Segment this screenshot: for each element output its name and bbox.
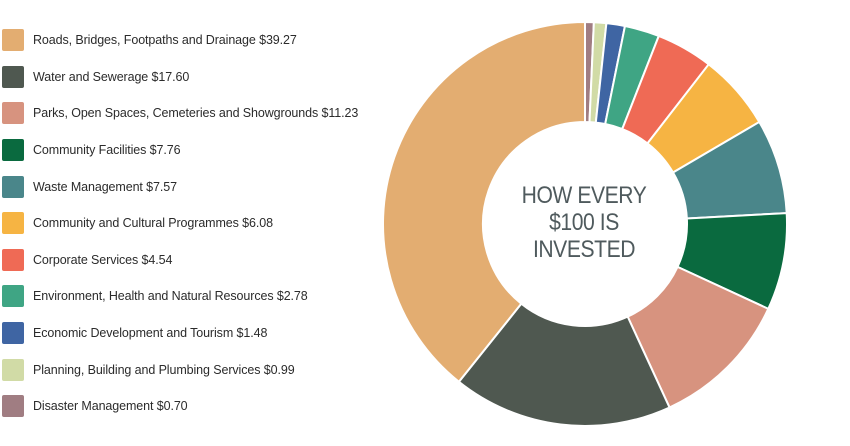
donut-slice	[457, 302, 671, 427]
center-title-line: HOW EVERY	[521, 182, 647, 209]
legend-label: Waste Management $7.57	[33, 179, 177, 194]
legend-swatch	[2, 212, 24, 235]
legend-swatch	[2, 139, 24, 162]
legend-label: Corporate Services $4.54	[33, 252, 173, 267]
legend-label: Disaster Management $0.70	[33, 399, 188, 414]
legend-item: Planning, Building and Plumbing Services…	[2, 351, 358, 388]
legend-swatch	[2, 29, 24, 52]
center-title-line: INVESTED	[532, 236, 636, 263]
legend-label: Water and Sewerage $17.60	[33, 69, 190, 84]
legend-item: Economic Development and Tourism $1.48	[2, 315, 358, 352]
donut-chart	[382, 21, 788, 427]
donut-slice	[382, 21, 586, 383]
legend-item: Community Facilities $7.76	[2, 132, 358, 169]
legend-item: Environment, Health and Natural Resource…	[2, 278, 358, 315]
legend-label: Environment, Health and Natural Resource…	[33, 289, 308, 304]
legend-item: Disaster Management $0.70	[2, 388, 358, 425]
legend-swatch	[2, 358, 24, 381]
center-title-line: $100 IS	[549, 209, 619, 236]
legend-swatch	[2, 395, 24, 418]
legend-item: Community and Cultural Programmes $6.08	[2, 205, 358, 242]
legend-item: Parks, Open Spaces, Cemeteries and Showg…	[2, 95, 358, 132]
legend-label: Planning, Building and Plumbing Services…	[33, 362, 295, 377]
legend-item: Corporate Services $4.54	[2, 242, 358, 279]
legend-label: Parks, Open Spaces, Cemeteries and Showg…	[33, 106, 359, 121]
legend-swatch	[2, 285, 24, 308]
legend-swatch	[2, 102, 24, 125]
legend-label: Roads, Bridges, Footpaths and Drainage $…	[33, 33, 297, 48]
legend-swatch	[2, 322, 24, 345]
donut-center-title: HOW EVERY $100 IS INVESTED	[497, 182, 671, 263]
legend-swatch	[2, 175, 24, 198]
legend-label: Community Facilities $7.76	[33, 143, 181, 158]
legend-item: Waste Management $7.57	[2, 168, 358, 205]
legend-label: Community and Cultural Programmes $6.08	[33, 216, 273, 231]
legend-swatch	[2, 65, 24, 88]
chart-legend: Roads, Bridges, Footpaths and Drainage $…	[2, 22, 358, 425]
legend-swatch	[2, 248, 24, 271]
legend-item: Water and Sewerage $17.60	[2, 59, 358, 96]
legend-item: Roads, Bridges, Footpaths and Drainage $…	[2, 22, 358, 59]
legend-label: Economic Development and Tourism $1.48	[33, 326, 268, 341]
